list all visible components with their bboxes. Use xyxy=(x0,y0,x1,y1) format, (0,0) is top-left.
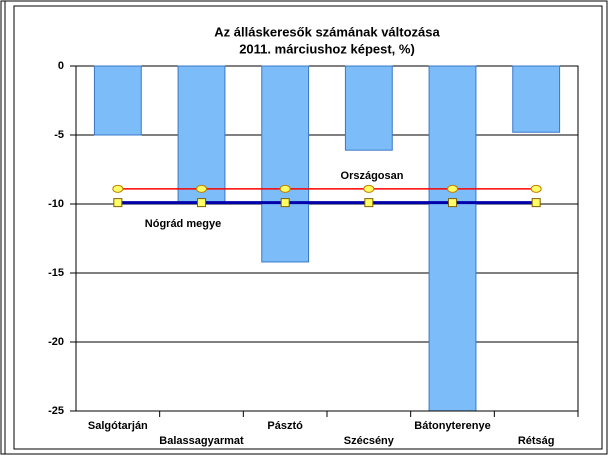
marker xyxy=(279,184,291,193)
bar xyxy=(428,65,477,412)
y-tick-label: 0 xyxy=(58,60,64,72)
bar xyxy=(261,65,310,263)
x-tick-label: Balassagyarmat xyxy=(159,435,244,447)
marker xyxy=(280,198,290,208)
bar xyxy=(344,65,393,151)
marker xyxy=(530,184,542,193)
bar xyxy=(93,65,142,136)
chart-title: Az álláskeresők számának változása xyxy=(214,24,440,39)
y-tick-label: -20 xyxy=(48,336,64,348)
marker xyxy=(448,198,457,208)
marker xyxy=(531,198,541,208)
y-tick-label: -25 xyxy=(48,405,64,417)
plot-area xyxy=(75,65,579,412)
y-tick-label: -15 xyxy=(48,267,64,279)
marker xyxy=(447,184,458,193)
y-tick-label: -5 xyxy=(54,129,64,141)
marker xyxy=(363,184,375,193)
x-tick-label: Rétság xyxy=(518,435,555,447)
chart-title: 2011. márciushoz képest, %) xyxy=(239,41,415,56)
marker xyxy=(364,198,374,208)
y-tick-label: -10 xyxy=(48,198,64,210)
x-tick-label: Salgótarján xyxy=(88,420,148,432)
bar xyxy=(512,65,561,133)
marker xyxy=(112,184,124,193)
x-tick-label: Szécsény xyxy=(344,435,395,447)
series-label: Nógrád megye xyxy=(145,218,221,230)
bar xyxy=(177,65,226,204)
series-label: Országosan xyxy=(341,170,404,182)
marker xyxy=(113,198,123,208)
x-tick-label: Bátonyterenye xyxy=(414,420,490,432)
x-tick-label: Pásztó xyxy=(267,420,303,432)
marker xyxy=(197,198,206,208)
marker xyxy=(196,184,207,193)
